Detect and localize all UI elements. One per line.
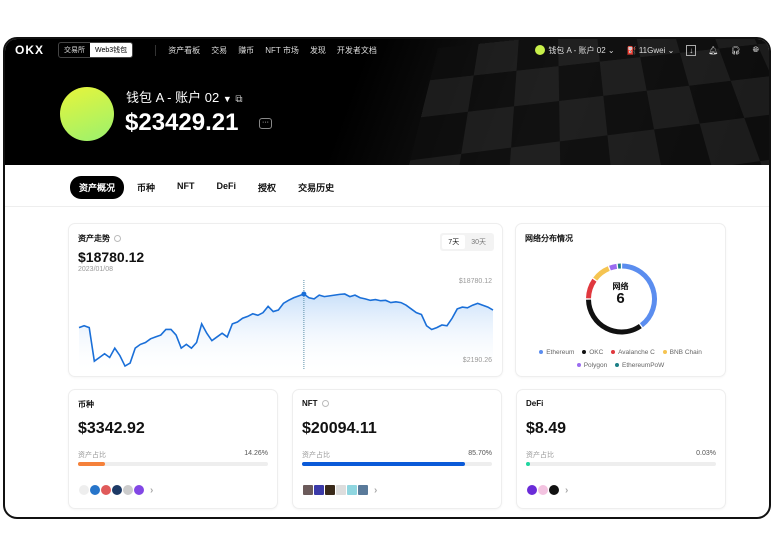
account-selector[interactable]: 钱包 A - 账户 02 ⌄: [535, 45, 615, 56]
donut-slice-okc[interactable]: [586, 299, 642, 335]
tab-approvals[interactable]: 授权: [258, 183, 277, 193]
tab-bar: 资产概况 币种 NFT DeFi 授权 交易历史: [70, 176, 343, 199]
tab-history[interactable]: 交易历史: [298, 183, 335, 193]
nav-earn[interactable]: 赚币: [238, 45, 255, 55]
okx-logo[interactable]: OKX: [15, 43, 45, 57]
trend-value: $18780.12: [78, 249, 145, 265]
mode-exchange[interactable]: 交易所: [64, 47, 86, 54]
chevron-right-icon[interactable]: ›: [374, 484, 378, 496]
card-value: $8.49: [526, 420, 567, 437]
chevron-right-icon[interactable]: ›: [150, 484, 154, 496]
defi-card[interactable]: DeFi $8.49 资产占比 0.03% ›: [516, 389, 726, 509]
trend-title: 资产走势: [78, 234, 110, 243]
nav-discover[interactable]: 发现: [309, 45, 326, 55]
legend-avalanche: Avalanche C: [611, 349, 655, 356]
nft-card[interactable]: NFT $20094.11 资产占比 85.70% ›: [292, 389, 502, 509]
legend-okc: OKC: [582, 349, 603, 356]
tokens-card[interactable]: 币种 $3342.92 资产占比 14.26% ›: [68, 389, 278, 509]
range-toggle: 7天 30天: [440, 233, 494, 251]
nav-nft-market[interactable]: NFT 市场: [265, 45, 299, 55]
app-window: OKX 交易所 Web3钱包 资产看板 交易 赚币 NFT 市场 发现 开发者文…: [3, 37, 771, 519]
wallet-total: $23429.21: [125, 109, 239, 136]
legend-polygon: Polygon: [576, 362, 607, 369]
nav-dashboard[interactable]: 资产看板: [168, 45, 201, 55]
nft-thumb: [357, 484, 369, 496]
ratio-value: 0.03%: [696, 450, 716, 457]
legend: Ethereum OKC Avalanche C BNB Chain Polyg…: [516, 346, 725, 372]
card-value: $20094.11: [302, 420, 377, 437]
tab-nft[interactable]: NFT: [177, 181, 195, 191]
asset-trend-card: 资产走势 $18780.12 2023/01/08 7天 30天 $18780.…: [68, 223, 503, 377]
token-icons[interactable]: ›: [78, 484, 153, 496]
defi-protocol-icons[interactable]: ›: [526, 484, 568, 496]
trend-date: 2023/01/08: [78, 266, 114, 273]
gas-pump-icon: ⛽: [626, 45, 637, 55]
donut-slice-ethereum[interactable]: [622, 263, 657, 328]
nav-dev-docs[interactable]: 开发者文档: [336, 45, 377, 55]
top-nav: OKX 交易所 Web3钱包 资产看板 交易 赚币 NFT 市场 发现 开发者文…: [5, 39, 769, 61]
gas-selector[interactable]: ⛽ 11Gwei ⌄: [626, 45, 675, 55]
card-title: NFT: [302, 399, 318, 408]
wallet-avatar: [60, 87, 114, 141]
mode-switch: 交易所 Web3钱包: [58, 42, 134, 58]
range-30d[interactable]: 30天: [471, 239, 486, 246]
min-label: $2190.26: [462, 357, 492, 364]
card-title: DeFi: [526, 399, 544, 408]
trend-line: [78, 293, 494, 368]
donut-slice-polygon[interactable]: [609, 263, 618, 271]
donut-slice-bnb-chain[interactable]: [593, 266, 610, 281]
card-title: 币种: [78, 400, 94, 409]
nav-trade[interactable]: 交易: [211, 45, 228, 55]
legend-bnb: BNB Chain: [662, 349, 702, 356]
download-icon[interactable]: ↓: [686, 44, 697, 56]
chevron-right-icon[interactable]: ›: [565, 484, 569, 496]
protocol-black-icon: [548, 484, 560, 496]
ratio-value: 85.70%: [468, 450, 492, 457]
ratio-value: 14.26%: [244, 450, 268, 457]
area-fill: [79, 294, 493, 374]
divider: [5, 206, 769, 207]
max-label: $18780.12: [458, 278, 492, 285]
ratio-bar: [78, 462, 268, 466]
network-donut: [586, 263, 657, 335]
polygon-icon: [133, 484, 145, 496]
nft-thumbnails[interactable]: ›: [302, 484, 377, 496]
info-icon[interactable]: [114, 235, 121, 243]
tab-overview[interactable]: 资产概况: [70, 176, 125, 199]
ratio-label: 资产占比: [526, 452, 554, 459]
network-count: 6: [616, 290, 625, 307]
globe-icon[interactable]: 🌐︎: [752, 45, 759, 54]
network-title: 网络分布情况: [525, 234, 573, 243]
tab-tokens[interactable]: 币种: [137, 183, 156, 193]
ratio-bar: [302, 462, 492, 466]
caret-down-icon: ▼: [222, 94, 232, 104]
ratio-label: 资产占比: [78, 452, 106, 459]
donut-slice-avalanche-c[interactable]: [586, 278, 597, 299]
headset-icon[interactable]: 🎧︎: [730, 45, 741, 55]
copy-icon[interactable]: ⧉: [235, 94, 243, 105]
legend-ethereumpow: EthereumPoW: [615, 362, 664, 369]
donut-center-label: 网络: [612, 282, 629, 291]
ratio-label: 资产占比: [302, 452, 330, 459]
tab-defi[interactable]: DeFi: [216, 181, 237, 191]
info-icon[interactable]: [321, 400, 329, 408]
wallet-header: OKX 交易所 Web3钱包 资产看板 交易 赚币 NFT 市场 发现 开发者文…: [5, 39, 769, 165]
hover-point: [301, 291, 307, 297]
wallet-account-selector[interactable]: 钱包 A - 账户 02 ▼ ⧉: [126, 90, 243, 105]
mode-web3-wallet[interactable]: Web3钱包: [90, 43, 133, 57]
range-7d[interactable]: 7天: [442, 235, 466, 249]
account-avatar-icon: [535, 45, 546, 56]
network-distribution-card: 网络分布情况 网络 6 Ethereum OKC Avalanche C BNB…: [515, 223, 726, 377]
more-button[interactable]: ···: [259, 118, 272, 129]
card-value: $3342.92: [78, 420, 145, 437]
bell-icon[interactable]: 🔔︎: [708, 45, 719, 55]
legend-ethereum: Ethereum: [539, 349, 574, 356]
trend-chart[interactable]: [69, 224, 504, 378]
ratio-bar: [526, 462, 716, 466]
